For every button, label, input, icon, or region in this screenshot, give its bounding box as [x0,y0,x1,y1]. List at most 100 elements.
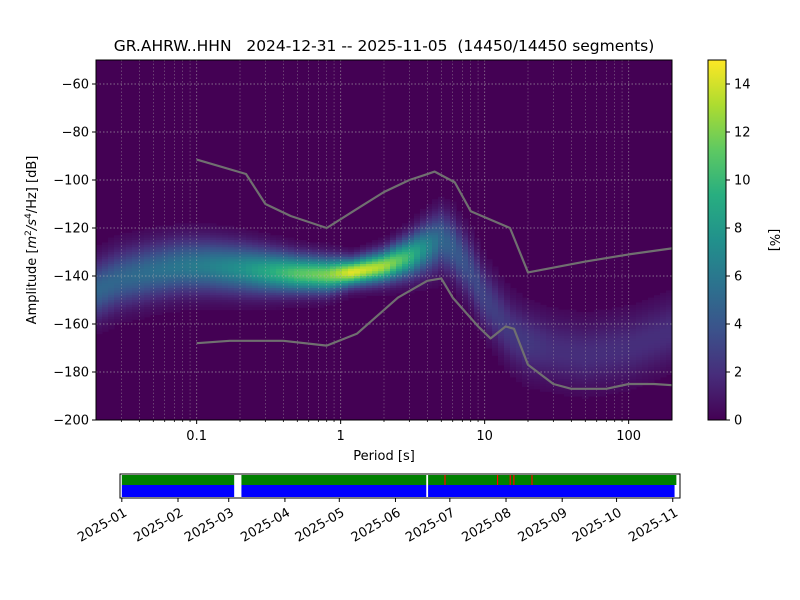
heatmap-cell [432,247,439,251]
heatmap-cell [450,264,457,267]
heatmap-cell [528,338,535,342]
heatmap-cell [492,290,499,294]
heatmap-cell [138,252,145,255]
heatmap-cell [198,285,205,289]
heatmap-cell [516,345,523,349]
heatmap-cell [348,261,355,265]
heatmap-cell [312,266,319,270]
heatmap-cell [534,348,541,351]
heatmap-cell [546,384,553,387]
heatmap-cell [402,244,409,248]
heatmap-cell [354,283,361,287]
heatmap-cell [582,357,589,361]
heatmap-cell [402,230,409,234]
heatmap-cell [276,268,283,272]
heatmap-cell [624,314,631,318]
heatmap-cell [180,242,187,246]
heatmap-cell [648,376,655,380]
heatmap-cell [156,230,163,234]
heatmap-cell [210,254,217,258]
heatmap-cell [330,249,337,253]
heatmap-cell [180,252,187,255]
heatmap-cell [138,256,145,260]
heatmap-cell [660,307,667,311]
heatmap-cell [546,369,553,373]
heatmap-cell [534,304,541,308]
heatmap-cell [186,271,193,275]
heatmap-cell [300,278,307,282]
heatmap-cell [114,240,121,243]
heatmap-cell [108,321,115,325]
heatmap-cell [504,333,511,337]
heatmap-cell [498,319,505,323]
heatmap-cell [408,228,415,231]
heatmap-cell [450,273,457,277]
heatmap-cell [444,201,451,205]
heatmap-cell [666,328,672,332]
heatmap-cell [504,292,511,296]
heatmap-cell [192,288,199,291]
heatmap-cell [624,379,631,383]
heatmap-cell [426,235,433,239]
heatmap-cell [246,242,253,246]
heatmap-cell [432,230,439,234]
heatmap-cell [438,240,445,243]
heatmap-cell [96,256,103,260]
heatmap-cell [234,228,241,231]
heatmap-cell [330,283,337,287]
heatmap-cell [108,297,115,301]
heatmap-cell [210,271,217,275]
heatmap-cell [228,290,235,294]
heatmap-cell [540,348,547,351]
heatmap-cell [330,280,337,284]
heatmap-cell [324,249,331,253]
heatmap-cell [150,271,157,275]
heatmap-cell [462,276,469,279]
heatmap-cell [666,367,672,371]
heatmap-cell [432,242,439,246]
heatmap-cell [444,232,451,236]
heatmap-cell [174,264,181,267]
heatmap-cell [546,314,553,318]
heatmap-cell [612,381,619,385]
heatmap-cell [414,237,421,241]
heatmap-cell [468,242,475,246]
heatmap-cell [366,244,373,248]
heatmap-cell [264,273,271,277]
heatmap-cell [438,225,445,229]
heatmap-cell [318,268,325,272]
heatmap-cell [258,276,265,279]
heatmap-cell [540,352,547,356]
heatmap-cell [192,256,199,260]
heatmap-cell [600,314,607,318]
heatmap-cell [432,228,439,231]
heatmap-cell [282,280,289,284]
heatmap-cell [642,360,649,363]
heatmap-cell [366,290,373,294]
heatmap-cell [612,376,619,380]
heatmap-cell [144,314,151,318]
heatmap-cell [204,242,211,246]
heatmap-cell [528,381,535,385]
heatmap-cell [420,218,427,222]
heatmap-cell [540,384,547,387]
heatmap-cell [234,266,241,270]
heatmap-cell [660,326,667,330]
heatmap-cell [180,307,187,311]
heatmap-cell [138,276,145,279]
heatmap-cell [144,312,151,315]
heatmap-cell [654,357,661,361]
heatmap-cell [498,336,505,339]
heatmap-cell [402,290,409,294]
heatmap-cell [246,276,253,279]
heatmap-cell [180,230,187,234]
heatmap-cell [426,276,433,279]
heatmap-cell [240,297,247,301]
heatmap-cell [96,266,103,270]
heatmap-cell [642,340,649,344]
heatmap-cell [498,340,505,344]
heatmap-cell [432,237,439,241]
heatmap-cell [366,264,373,267]
heatmap-cell [618,326,625,330]
heatmap-cell [648,312,655,315]
